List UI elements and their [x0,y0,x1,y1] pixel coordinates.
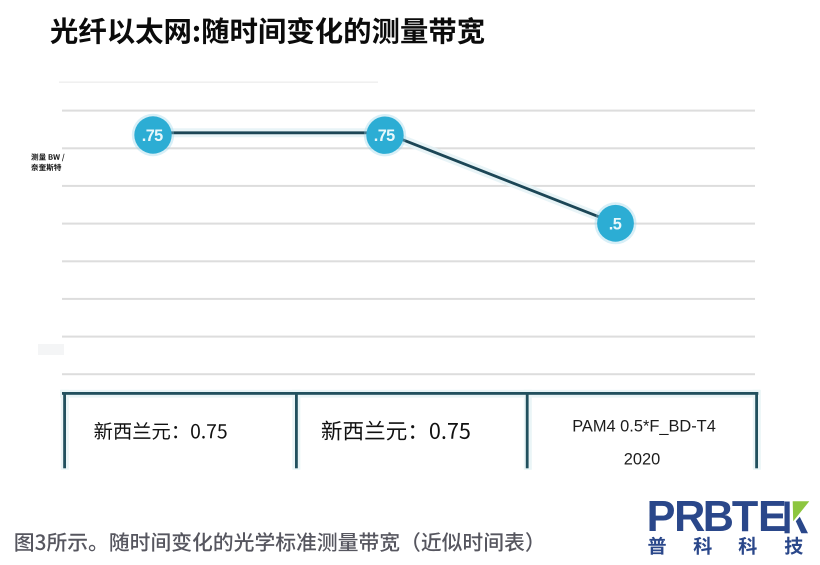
svg-text:.75: .75 [374,127,395,145]
svg-text:.75: .75 [142,127,163,145]
svg-text:PRBTE: PRBTE [647,493,787,541]
svg-text:PAM4 0.5*F_BD-T4: PAM4 0.5*F_BD-T4 [572,418,716,436]
svg-text:2020: 2020 [624,451,660,469]
svg-text:.5: .5 [609,215,622,233]
